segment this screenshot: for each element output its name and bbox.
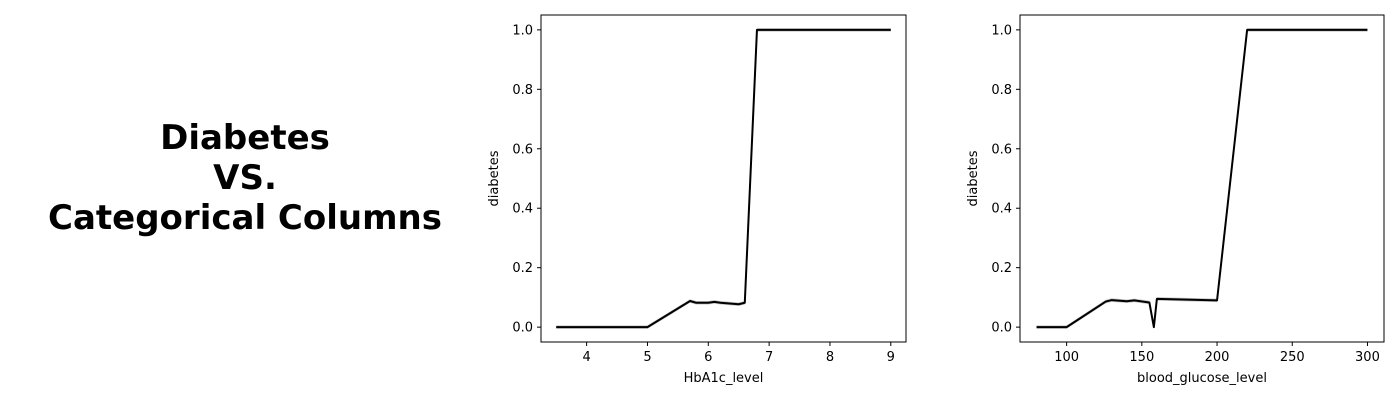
series-line: [1036, 28, 1368, 329]
y-tick-label: 1.0: [512, 23, 533, 38]
heading-line-1: Diabetes: [160, 118, 330, 158]
series-line: [556, 28, 891, 329]
y-tick-label: 0.6: [991, 142, 1012, 157]
y-tick-label: 0.2: [991, 261, 1012, 276]
x-tick-label: 5: [643, 350, 651, 365]
chart-2: 100 150 200 250 300 0.0 0.2 0.4 0.6 0.8 1.0 blood_g…: [966, 14, 1385, 386]
x-tick-label: 200: [1205, 350, 1230, 365]
x-tick-label: 9: [887, 350, 895, 365]
heading-line-2: VS.: [213, 158, 277, 198]
y-axis-label: diabetes: [487, 150, 502, 206]
y-tick-label: 0.4: [512, 202, 533, 217]
chart-1: 4 5 6 7 8 9 0.0 0.2 0.4 0.6 0.8 1.0 HbA1c_level diabe…: [487, 14, 907, 386]
plot-frame: [540, 14, 907, 343]
y-tick-label: 0.2: [512, 261, 533, 276]
heading-line-3: Categorical Columns: [48, 198, 442, 238]
figure-heading: Diabetes VS. Categorical Columns: [20, 118, 470, 238]
y-tick-label: 0.8: [512, 83, 533, 98]
x-tick-label: 150: [1129, 350, 1154, 365]
x-tick-label: 6: [704, 350, 712, 365]
x-tick-label: 300: [1355, 350, 1380, 365]
y-tick-label: 0.6: [512, 142, 533, 157]
x-tick-label: 250: [1280, 350, 1305, 365]
y-tick-label: 1.0: [991, 23, 1012, 38]
confidence-band: [556, 28, 891, 329]
x-axis-label: HbA1c_level: [684, 371, 764, 386]
confidence-band: [1036, 28, 1368, 329]
x-axis-label: blood_glucose_level: [1137, 371, 1267, 386]
y-tick-label: 0.4: [991, 202, 1012, 217]
y-tick-label: 0.0: [512, 321, 533, 336]
y-tick-label: 0.0: [991, 321, 1012, 336]
y-tick-label: 0.8: [991, 83, 1012, 98]
x-tick-label: 7: [765, 350, 773, 365]
y-axis-label: diabetes: [966, 150, 981, 206]
plot-frame: [1019, 14, 1385, 343]
x-tick-label: 4: [582, 350, 590, 365]
x-tick-label: 100: [1054, 350, 1079, 365]
x-tick-label: 8: [826, 350, 834, 365]
